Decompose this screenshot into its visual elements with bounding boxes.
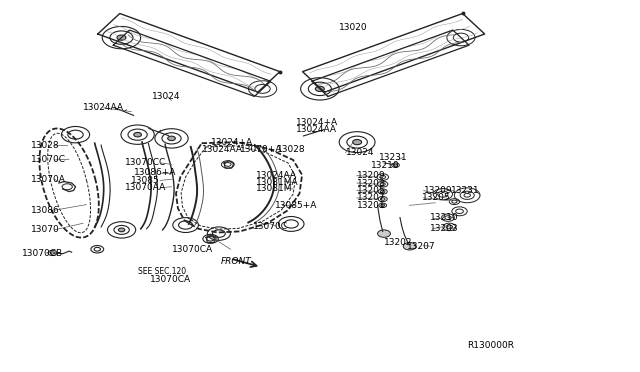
Text: 13205: 13205 — [422, 193, 451, 202]
Text: 13210: 13210 — [430, 213, 459, 222]
Text: 13205: 13205 — [356, 186, 385, 195]
Text: 13081MA: 13081MA — [256, 178, 299, 187]
Text: 13024AA: 13024AA — [296, 125, 337, 134]
Text: 13070C: 13070C — [253, 222, 288, 231]
Text: 13024AA: 13024AA — [256, 171, 297, 180]
Text: 13070CA: 13070CA — [150, 275, 191, 284]
Text: 13070A: 13070A — [31, 175, 65, 184]
Text: 13070+A: 13070+A — [240, 145, 282, 154]
Text: 13086: 13086 — [31, 206, 60, 215]
Text: 13024+A: 13024+A — [211, 138, 253, 147]
Text: 13207: 13207 — [407, 242, 436, 251]
Circle shape — [134, 132, 141, 137]
Text: 13070CB: 13070CB — [22, 249, 63, 258]
Circle shape — [353, 140, 362, 145]
Circle shape — [168, 136, 175, 141]
Text: 13081M: 13081M — [256, 185, 292, 193]
Text: 13070AA: 13070AA — [125, 183, 166, 192]
Text: 13028: 13028 — [31, 141, 60, 150]
Text: 13020: 13020 — [339, 23, 368, 32]
Text: 13210: 13210 — [371, 161, 400, 170]
Circle shape — [378, 230, 390, 237]
Text: 13024AA: 13024AA — [83, 103, 124, 112]
Circle shape — [118, 228, 125, 232]
Text: 13024AA: 13024AA — [202, 145, 243, 154]
Circle shape — [316, 86, 324, 92]
Text: 13209: 13209 — [356, 171, 385, 180]
Text: 13203: 13203 — [356, 179, 385, 187]
Text: 13207: 13207 — [356, 193, 385, 202]
Text: 13202: 13202 — [384, 238, 413, 247]
Text: 13070CC: 13070CC — [125, 158, 166, 167]
Text: 13086+A: 13086+A — [134, 169, 177, 177]
Text: R130000R: R130000R — [467, 341, 514, 350]
Text: 13070: 13070 — [31, 225, 60, 234]
Text: 13201: 13201 — [356, 201, 385, 210]
Text: 13085: 13085 — [131, 176, 160, 185]
Text: 13024: 13024 — [346, 148, 374, 157]
Text: 13231: 13231 — [379, 153, 408, 162]
Text: 13070CA: 13070CA — [172, 245, 212, 254]
Text: 13070C: 13070C — [31, 155, 66, 164]
Text: 13203: 13203 — [430, 224, 459, 233]
Text: 13231: 13231 — [451, 186, 480, 195]
Text: 13028: 13028 — [276, 145, 305, 154]
Circle shape — [403, 243, 416, 250]
Text: FRONT: FRONT — [221, 257, 252, 266]
Text: SEE SEC.120: SEE SEC.120 — [138, 267, 186, 276]
Text: 13024: 13024 — [152, 92, 181, 101]
Text: 13085+A: 13085+A — [275, 201, 317, 210]
Text: 13024+A: 13024+A — [296, 118, 338, 126]
Circle shape — [117, 35, 126, 40]
Text: 13209: 13209 — [424, 186, 452, 195]
